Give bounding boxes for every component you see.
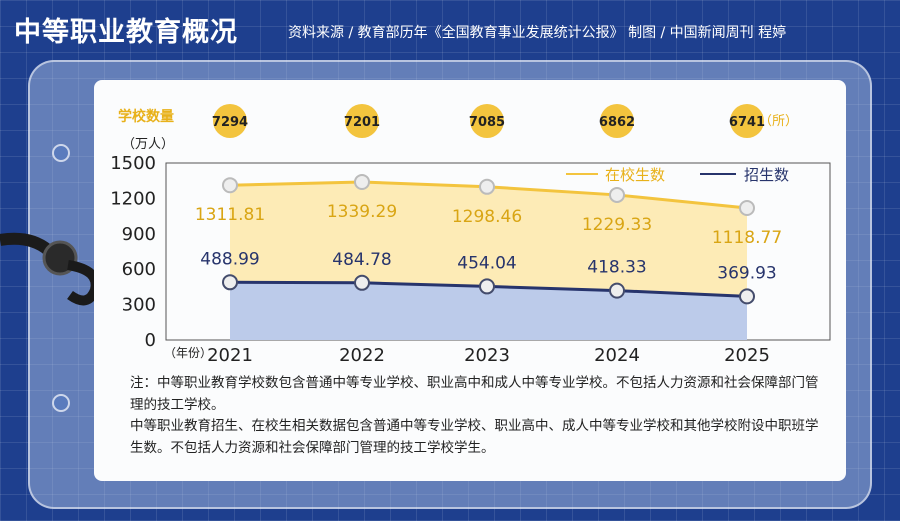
source-credit: 资料来源 / 教育部历年《全国教育事业发展统计公报》 制图 / 中国新闻周刊 程…	[288, 25, 787, 41]
legend: 在校生数 招生数	[566, 166, 789, 184]
school-count-label: 6741	[729, 115, 765, 130]
point-enrolled	[354, 173, 370, 190]
data-label-enrolled: 1229.33	[582, 215, 652, 235]
x-unit: （年份）	[164, 346, 212, 360]
page-title: 中等职业教育概况	[14, 17, 238, 48]
y-tick-label: 900	[122, 224, 156, 245]
y-unit: （万人）	[122, 137, 174, 152]
school-count-label: 7294	[212, 115, 248, 130]
point-enrolled	[609, 186, 625, 203]
point-admitted	[479, 278, 495, 295]
point-admitted	[222, 274, 238, 291]
data-label-admitted: 369.93	[717, 263, 776, 283]
point-enrolled	[222, 177, 238, 194]
data-label-admitted: 488.99	[200, 249, 259, 269]
x-tick-label: 2024	[594, 345, 640, 366]
school-count-badge	[730, 104, 764, 138]
school-count-label: 6862	[599, 115, 635, 130]
point-enrolled	[479, 178, 495, 195]
data-label-enrolled: 1311.81	[195, 205, 265, 225]
point-admitted	[739, 288, 755, 305]
data-label-enrolled: 1118.77	[712, 228, 782, 248]
point-admitted	[609, 282, 625, 299]
x-tick-label: 2022	[339, 345, 385, 366]
y-tick-label: 600	[122, 259, 156, 280]
point-admitted	[354, 274, 370, 291]
school-count-badge	[213, 104, 247, 138]
school-count-label: 7201	[344, 115, 380, 130]
y-tick-label: 1200	[110, 188, 156, 209]
legend-label-enrolled: 在校生数	[605, 166, 665, 184]
school-count-badge	[600, 104, 634, 138]
y-tick-label: 1500	[110, 153, 156, 174]
data-label-admitted: 418.33	[587, 258, 646, 278]
legend-label-admitted: 招生数	[744, 166, 789, 184]
footnotes: 注：中等职业教育学校数包含普通中等专业学校、职业高中和成人中等专业学校。不包括人…	[130, 373, 830, 459]
data-label-enrolled: 1339.29	[327, 202, 397, 222]
punch-hole	[52, 394, 70, 412]
point-enrolled	[739, 199, 755, 216]
y-tick-label: 0	[145, 330, 156, 351]
footnote: 注：中等职业教育学校数包含普通中等专业学校、职业高中和成人中等专业学校。不包括人…	[130, 375, 819, 413]
school-count-badge	[345, 104, 379, 138]
schools-label: 学校数量	[118, 108, 174, 125]
schools-unit: （所）	[759, 114, 798, 129]
y-tick-label: 300	[122, 295, 156, 316]
punch-hole	[52, 144, 70, 162]
data-label-enrolled: 1298.46	[452, 207, 522, 227]
x-tick-label: 2023	[464, 345, 510, 366]
data-label-admitted: 454.04	[457, 253, 516, 273]
x-tick-label: 2025	[724, 345, 770, 366]
school-count-badge	[470, 104, 504, 138]
x-tick-label: 2021	[207, 345, 253, 366]
data-label-admitted: 484.78	[332, 250, 391, 270]
footnote: 中等职业教育招生、在校生相关数据包含普通中等专业学校、职业高中、成人中等专业学校…	[130, 418, 819, 456]
school-count-label: 7085	[469, 115, 505, 130]
